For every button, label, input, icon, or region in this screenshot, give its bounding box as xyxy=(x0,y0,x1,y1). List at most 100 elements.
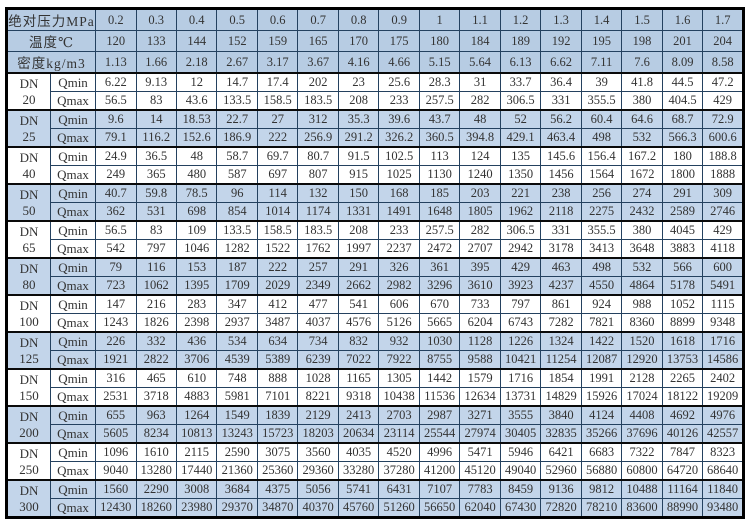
qmin-value-cell: 541 xyxy=(337,294,380,314)
qmax-value-cell: 1800 xyxy=(661,165,704,185)
qmax-value-cell: 2982 xyxy=(378,276,420,296)
qmin-value-cell: 167.2 xyxy=(621,146,663,166)
qmin-value-cell: 7783 xyxy=(459,479,501,499)
qmin-value-cell: 202 xyxy=(297,72,339,92)
qmin-value-cell: 610 xyxy=(175,368,218,388)
qmin-value-cell: 185 xyxy=(418,183,461,203)
qmin-value-cell: 35.3 xyxy=(337,109,380,129)
qmax-value-cell: 23980 xyxy=(175,498,218,518)
qmax-value-cell: 29370 xyxy=(216,498,258,518)
qmin-value-cell: 109 xyxy=(175,220,218,240)
qmin-value-cell: 257 xyxy=(297,257,339,277)
qmin-value-cell: 116 xyxy=(135,257,177,277)
qmax-value-cell: 18260 xyxy=(135,498,177,518)
qmin-value-cell: 395 xyxy=(459,257,501,277)
qmax-value-cell: 1997 xyxy=(337,239,380,259)
qmax-value-cell: 331 xyxy=(540,91,582,111)
qmax-value-cell: 5605 xyxy=(95,424,137,444)
qmax-value-cell: 326.2 xyxy=(378,128,420,148)
qmax-value-cell: 186.9 xyxy=(216,128,258,148)
qmin-value-cell: 91.5 xyxy=(337,146,380,166)
qmin-value-cell: 145.6 xyxy=(540,146,582,166)
qmin-value-cell: 233 xyxy=(378,220,420,240)
dn-label: DN 80 xyxy=(6,257,51,296)
qmax-value-cell: 1174 xyxy=(297,202,339,222)
qmax-value-cell: 1350 xyxy=(499,165,542,185)
qmin-value-cell: 1128 xyxy=(459,331,501,351)
dn65-qmin-row: DN 65 Qmin 56.5 83 109 133.5 158.5 183.5 208 233 25… xyxy=(6,220,744,259)
dn20-qmin-row: DN 20 Qmin 6.22 9.13 12 14.7 17.4 202 23 25.6 28.3 3… xyxy=(6,72,744,111)
qmax-value-cell: 4883 xyxy=(175,387,218,407)
qmax-value-cell: 1046 xyxy=(175,239,218,259)
header-value-cell: 6.62 xyxy=(540,51,582,74)
qmax-value-cell: 256.9 xyxy=(297,128,339,148)
qmin-value-cell: 72.9 xyxy=(702,109,744,129)
qmin-value-cell: 226 xyxy=(95,331,137,351)
qmin-value-cell: 7847 xyxy=(661,442,704,462)
qmax-row-label: Qmax xyxy=(49,424,97,444)
qmax-value-cell: 429 xyxy=(702,91,744,111)
qmax-value-cell: 587 xyxy=(216,165,258,185)
pressure-row: 绝对压力MPa 0.2 0.3 0.4 0.5 0.6 0.7 0.8 0.9 1 1.1 1.2 1… xyxy=(5,7,744,31)
qmax-value-cell: 404.5 xyxy=(661,91,704,111)
qmax-value-cell: 4550 xyxy=(580,276,623,296)
qmin-value-cell: 1096 xyxy=(95,442,137,462)
qmin-value-cell: 168 xyxy=(378,183,420,203)
qmin-value-cell: 4520 xyxy=(378,442,420,462)
qmin-value-cell: 888 xyxy=(256,368,299,388)
qmin-value-cell: 282 xyxy=(459,220,501,240)
qmin-value-cell: 83 xyxy=(135,220,177,240)
header-value-cell: 0.6 xyxy=(256,7,299,31)
qmin-value-cell: 463 xyxy=(540,257,582,277)
qmin-value-cell: 147 xyxy=(95,294,137,314)
qmax-value-cell: 25360 xyxy=(256,461,299,481)
qmin-row-label: Qmin xyxy=(49,442,97,462)
qmax-value-cell: 83 xyxy=(135,91,177,111)
qmin-value-cell: 3684 xyxy=(216,479,258,499)
qmin-value-cell: 6683 xyxy=(580,442,623,462)
qmax-value-cell: 8234 xyxy=(135,424,177,444)
qmin-value-cell: 1579 xyxy=(459,368,501,388)
dn-prefix-text: DN xyxy=(19,445,39,461)
dn-size-text: 250 xyxy=(19,461,39,477)
qmin-value-cell: 208 xyxy=(337,220,380,240)
qmax-value-cell: 7022 xyxy=(337,350,380,370)
header-value-cell: 0.2 xyxy=(95,7,137,31)
qmin-value-cell: 11164 xyxy=(661,479,704,499)
steam-flow-rate-table: 绝对压力MPa 0.2 0.3 0.4 0.5 0.6 0.7 0.8 0.9 1 1.1 1.2 1… xyxy=(5,7,745,519)
qmax-value-cell: 566.3 xyxy=(661,128,704,148)
qmin-value-cell: 203 xyxy=(459,183,501,203)
qmin-value-cell: 355.5 xyxy=(580,220,623,240)
header-value-cell: 192 xyxy=(540,30,582,52)
dn65-qmax-row: Qmax 542 797 1046 1282 1522 1762 1997 2237 2472 27… xyxy=(7,239,744,259)
qmin-value-cell: 1305 xyxy=(378,368,420,388)
qmin-value-cell: 24.9 xyxy=(95,146,137,166)
qmax-value-cell: 12430 xyxy=(95,498,137,518)
dn100-qmax-row: Qmax 1243 1826 2398 2937 3487 4037 4576 5126 5665… xyxy=(7,313,744,333)
header-value-cell: 8.09 xyxy=(661,51,704,74)
qmax-value-cell: 233 xyxy=(378,91,420,111)
qmax-value-cell: 2707 xyxy=(459,239,501,259)
qmin-value-cell: 2115 xyxy=(175,442,218,462)
qmin-value-cell: 566 xyxy=(661,257,704,277)
qmax-value-cell: 8221 xyxy=(297,387,339,407)
qmin-value-cell: 132 xyxy=(297,183,339,203)
qmax-value-cell: 10421 xyxy=(499,350,542,370)
qmax-value-cell: 697 xyxy=(256,165,299,185)
qmax-value-cell: 7821 xyxy=(580,313,623,333)
dn-prefix-text: DN xyxy=(19,334,39,350)
dn-size-text: 40 xyxy=(22,165,36,181)
dn25-qmax-row: Qmax 79.1 116.2 152.6 186.9 222 256.9 291.2 326.… xyxy=(7,128,744,148)
qmax-value-cell: 93480 xyxy=(702,498,744,518)
qmax-value-cell: 1025 xyxy=(378,165,420,185)
qmax-row-label: Qmax xyxy=(49,387,97,407)
qmax-value-cell: 2029 xyxy=(256,276,299,296)
qmax-value-cell: 1888 xyxy=(702,165,744,185)
qmax-value-cell: 4864 xyxy=(621,276,663,296)
qmin-value-cell: 96 xyxy=(216,183,258,203)
qmin-value-cell: 28.3 xyxy=(418,72,461,92)
qmax-value-cell: 380 xyxy=(621,91,663,111)
qmin-value-cell: 150 xyxy=(337,183,380,203)
dn-size-text: 300 xyxy=(19,498,39,514)
dn-label: DN 200 xyxy=(6,405,51,444)
